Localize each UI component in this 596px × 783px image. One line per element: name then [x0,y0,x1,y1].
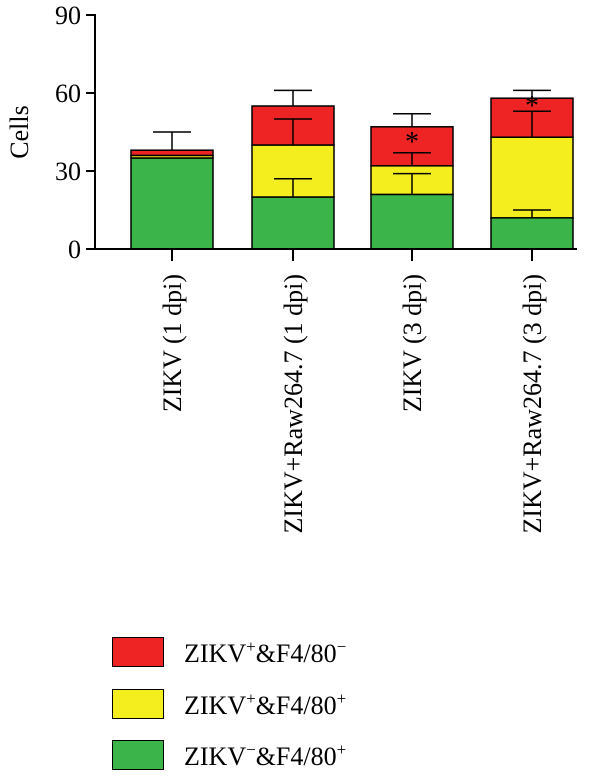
legend-label: ZIKV−&F4/80+ [184,740,347,771]
legend-label: ZIKV+&F4/80− [184,637,347,668]
bar-segment [490,217,574,250]
x-tick-label: ZIKV (3 dpi) [398,274,427,412]
y-tick-label: 60 [55,79,81,108]
x-tick-label: ZIKV (1 dpi) [158,274,187,412]
legend-swatch-yellow [112,689,164,719]
bar-segment [251,196,335,250]
x-tick-label: ZIKV+Raw264.7 (1 dpi) [279,274,308,533]
stacked-bar-chart: 0 30 60 90 Cells ZIKV (1 dpi) ZIKV+Raw264.7 (1… [5,1,577,533]
significance-marker: * [405,127,419,158]
bar-segment [130,157,214,250]
y-tick-label: 90 [55,1,81,30]
bar-segment [130,149,214,157]
significance-marker: * [525,91,539,122]
bar-segment [370,193,454,250]
legend-swatch-red [112,637,164,667]
y-axis-label: Cells [5,105,34,158]
legend-swatch-green [112,740,164,770]
y-tick-label: 0 [68,235,81,264]
x-tick-label: ZIKV+Raw264.7 (3 dpi) [518,274,547,533]
legend-label: ZIKV+&F4/80+ [184,689,347,720]
bar-segment [490,136,574,219]
y-tick-label: 30 [55,157,81,186]
